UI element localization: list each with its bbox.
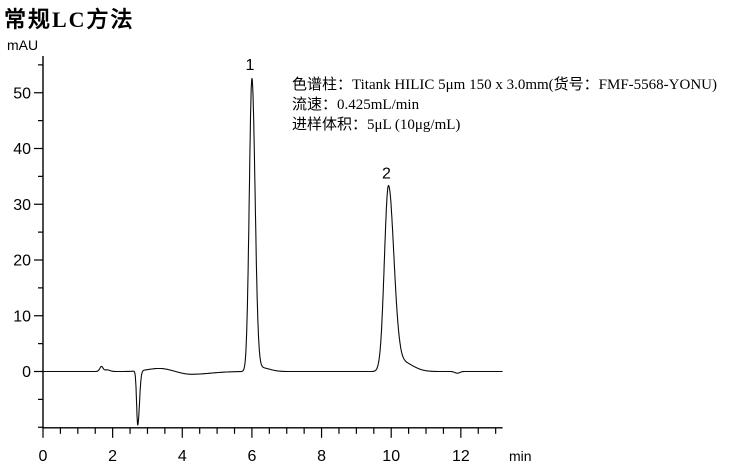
page-title: 常规LC方法 (4, 7, 135, 32)
axis-ticks (34, 64, 497, 438)
peak-labels: 12 (245, 57, 390, 183)
tick-labels: 0 10 20 30 40 50 0 2 4 6 8 10 12 (13, 85, 470, 465)
y-tick-label: 0 (22, 364, 31, 381)
annotation-column: 色谱柱：Titank HILIC 5μm 150 x 3.0mm(货号：FMF-… (292, 77, 717, 93)
x-tick-label: 8 (317, 448, 326, 465)
annotation-inj-volume: 进样体积：5μL (10μg/mL) (292, 117, 461, 133)
x-tick-label: 10 (382, 448, 400, 465)
y-axis-unit-label: mAU (7, 37, 38, 53)
y-tick-label: 20 (13, 253, 31, 270)
x-tick-label: 4 (178, 448, 187, 465)
annotation-flow-rate: 流速：0.425mL/min (292, 97, 420, 113)
y-tick-label: 10 (13, 308, 31, 325)
signal-trace (42, 77, 503, 426)
y-tick-label: 30 (13, 197, 31, 214)
x-tick-label: 12 (452, 448, 470, 465)
peak-label-2: 2 (382, 166, 391, 183)
x-tick-label: 2 (108, 448, 117, 465)
method-annotation: 色谱柱：Titank HILIC 5μm 150 x 3.0mm(货号：FMF-… (292, 75, 717, 135)
x-axis-unit-label: min (509, 448, 532, 464)
trace-path (42, 77, 503, 426)
y-tick-label: 50 (13, 85, 31, 102)
peak-label-1: 1 (245, 57, 254, 74)
x-tick-label: 6 (247, 448, 256, 465)
x-tick-label: 0 (39, 448, 48, 465)
y-tick-label: 40 (13, 141, 31, 158)
